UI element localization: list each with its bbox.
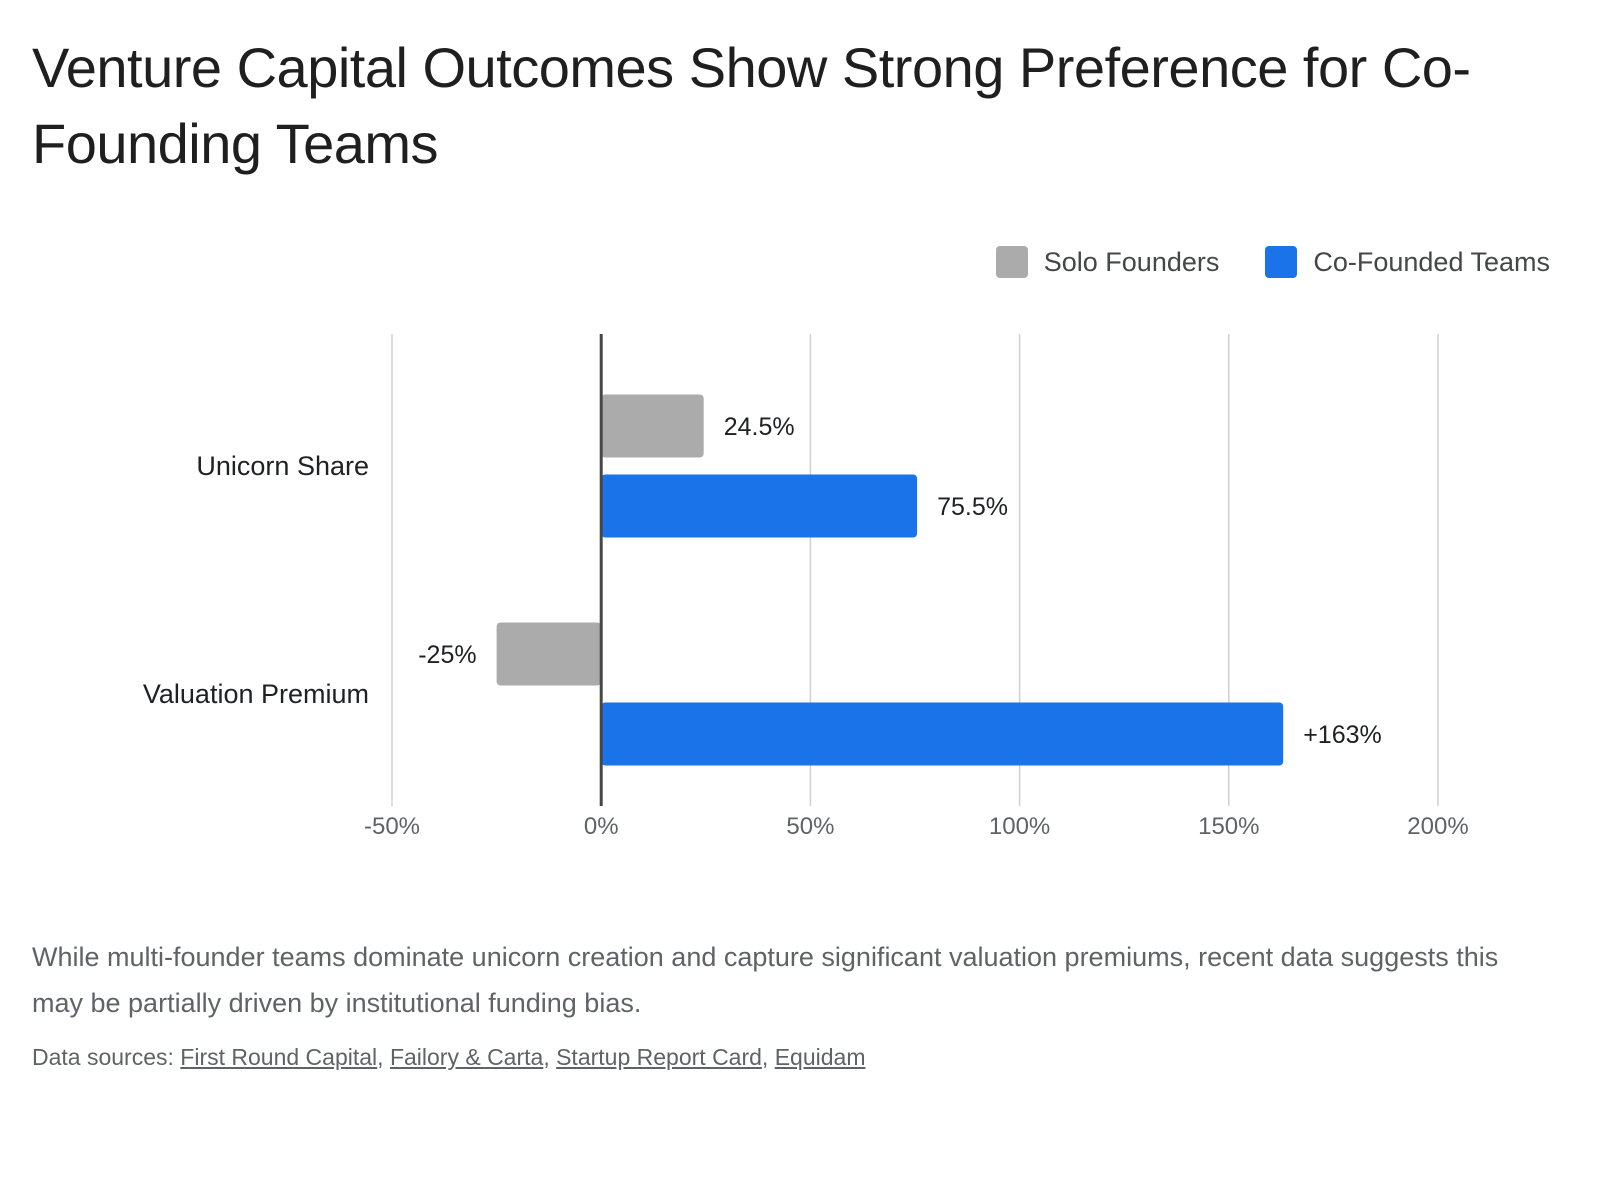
legend-swatch-solo — [995, 246, 1028, 278]
legend-item-cofounded: Co-Founded Teams — [1265, 246, 1550, 278]
bar — [601, 702, 1284, 766]
x-tick-label: 150% — [1198, 813, 1259, 840]
x-tick-label: 200% — [1407, 813, 1468, 840]
data-label: 75.5% — [937, 493, 1008, 521]
sources-separator: , — [543, 1044, 557, 1070]
legend-swatch-cofounded — [1265, 246, 1298, 278]
chart-title: Venture Capital Outcomes Show Strong Pre… — [32, 36, 1471, 175]
data-label: -25% — [418, 641, 476, 669]
bar-chart: -50% 0% 50% 100% 150% 200% Unicorn Share 24.5% 7… — [143, 334, 1469, 840]
data-label: +163% — [1303, 721, 1382, 749]
legend-label-cofounded: Co-Founded Teams — [1313, 246, 1550, 277]
sources-separator: , — [761, 1044, 775, 1070]
x-tick-label: 50% — [786, 813, 834, 840]
x-tick-label: -50% — [364, 813, 420, 840]
source-link-failory-carta[interactable]: Failory & Carta — [389, 1044, 544, 1070]
category-label: Unicorn Share — [196, 451, 369, 481]
sources-prefix: Data sources: — [32, 1044, 181, 1070]
source-link-first-round[interactable]: First Round Capital — [180, 1044, 378, 1070]
data-label: 24.5% — [724, 413, 795, 441]
bar — [601, 474, 918, 538]
legend: Solo Founders Co-Founded Teams — [995, 246, 1550, 278]
bar — [601, 394, 704, 458]
legend-label-solo: Solo Founders — [1043, 246, 1220, 277]
legend-item-solo: Solo Founders — [995, 246, 1220, 278]
source-link-startup-report-card[interactable]: Startup Report Card — [556, 1044, 762, 1070]
sources-separator: , — [377, 1044, 390, 1070]
source-link-equidam[interactable]: Equidam — [774, 1044, 866, 1070]
bar — [496, 622, 602, 686]
x-tick-label: 0% — [584, 813, 619, 840]
category-label: Valuation Premium — [143, 679, 369, 709]
data-sources: Data sources: First Round Capital, Failo… — [32, 1044, 865, 1071]
x-tick-label: 100% — [989, 813, 1050, 840]
chart-caption: While multi-founder teams dominate unico… — [32, 942, 1499, 1018]
